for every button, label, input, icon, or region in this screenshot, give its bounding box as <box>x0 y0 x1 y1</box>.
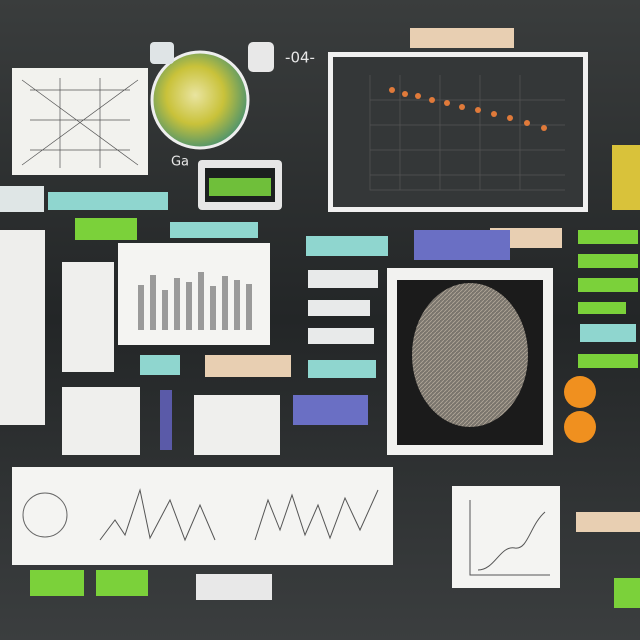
icon <box>564 411 596 443</box>
line-panel <box>12 467 393 565</box>
icon <box>150 42 174 64</box>
line-panel <box>452 486 560 588</box>
sketch-panel <box>12 68 148 175</box>
sketch-panel <box>62 387 140 455</box>
icon <box>248 42 274 72</box>
label: -04- <box>285 49 315 67</box>
bar-icon <box>160 390 172 450</box>
image-panel <box>387 268 553 455</box>
chart-panel <box>328 52 588 212</box>
table-panel <box>194 395 280 455</box>
icon <box>564 376 596 408</box>
side-panel <box>0 230 45 425</box>
label: Ga <box>171 155 189 170</box>
device <box>198 160 282 210</box>
label-strips <box>0 28 640 600</box>
bar-panel <box>118 243 270 345</box>
sketch-panel <box>62 262 114 372</box>
green-blocks <box>30 218 640 608</box>
globe <box>150 50 250 150</box>
icon <box>612 145 640 210</box>
